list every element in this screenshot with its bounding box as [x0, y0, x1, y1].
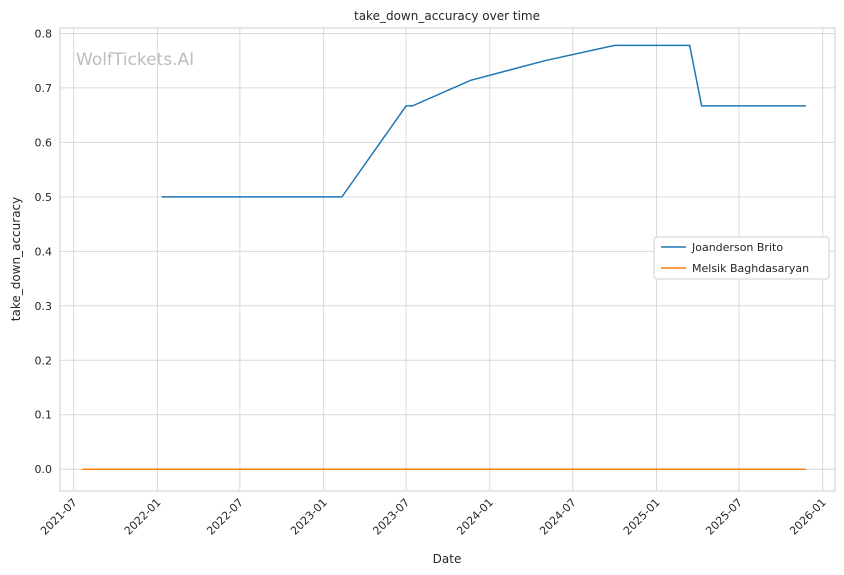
chart-title: take_down_accuracy over time — [354, 9, 540, 23]
y-tick-label: 0.5 — [35, 191, 53, 204]
x-axis-label: Date — [433, 552, 462, 566]
watermark: WolfTickets.AI — [76, 50, 194, 70]
y-axis-label: take_down_accuracy — [9, 197, 23, 321]
series-group — [82, 44, 806, 470]
series-line-joanderson-brito — [161, 44, 806, 198]
legend-box — [653, 236, 830, 280]
y-tick-labels: 0.0 0.1 0.2 0.3 0.4 0.5 0.6 0.7 0.8 — [35, 27, 53, 476]
y-tick-label: 0.8 — [35, 27, 53, 40]
y-tick-label: 0.4 — [35, 245, 53, 258]
legend-label-melsik-baghdasaryan: Melsik Baghdasaryan — [692, 262, 809, 275]
y-tick-label: 0.6 — [35, 136, 53, 149]
y-tick-label: 0.0 — [35, 463, 53, 476]
y-tick-label: 0.3 — [35, 300, 53, 313]
legend-label-joanderson-brito: Joanderson Brito — [691, 241, 783, 254]
y-tick-label: 0.7 — [35, 82, 53, 95]
y-tick-label: 0.2 — [35, 354, 53, 367]
y-tick-label: 0.1 — [35, 409, 53, 422]
legend: Joanderson Brito Melsik Baghdasaryan — [653, 236, 830, 280]
